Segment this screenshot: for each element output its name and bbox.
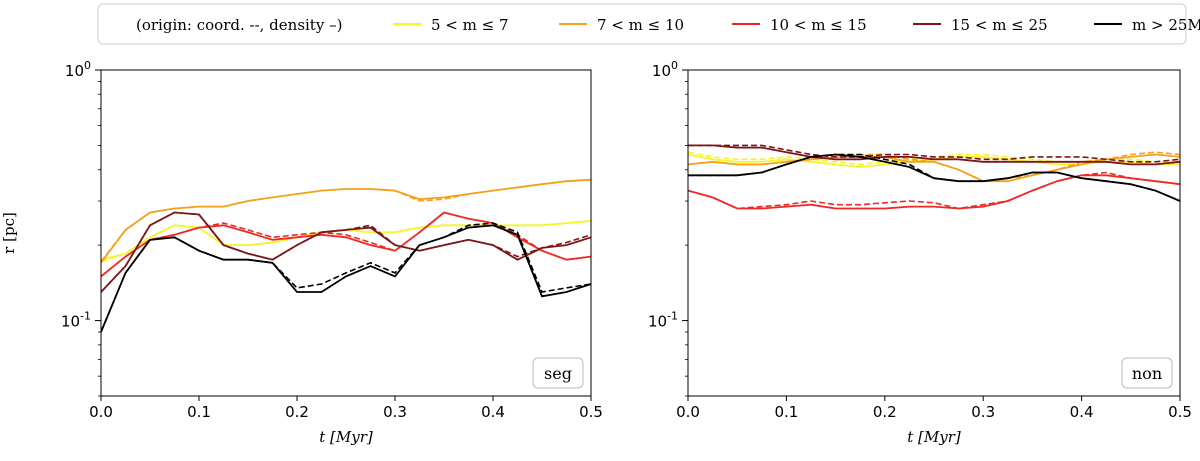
series-density-2 <box>688 174 1180 210</box>
series-density-4 <box>101 224 591 333</box>
series-density-3 <box>688 144 1180 166</box>
x-tick-label: 0.2 <box>285 403 309 421</box>
x-tick-label: 0.1 <box>187 403 211 421</box>
axes-frame <box>100 69 592 397</box>
x-tick-label: 0.2 <box>873 403 897 421</box>
series-coord-4 <box>101 222 591 333</box>
legend-label-4: m > 25M⊙ <box>1132 16 1200 34</box>
legend-origin-note: (origin: coord. --, density –) <box>136 16 342 34</box>
x-axis-label: t [Myr] <box>319 428 373 446</box>
series-group <box>688 144 1180 210</box>
legend-frame <box>97 3 1187 45</box>
series-coord-2 <box>688 171 1180 210</box>
x-axis-label: t [Myr] <box>907 428 961 446</box>
x-tick-label: 0.4 <box>1070 403 1094 421</box>
panel-tag-box <box>532 357 584 389</box>
legend-label-0: 5 < m ≤ 7 <box>431 16 509 34</box>
panel-tag: non <box>1132 364 1162 383</box>
panel-tag-box <box>1121 357 1173 389</box>
panel-non: 0.0 0.1 0.2 0.3 0.4 0.5 100 10-1 t [Myr] non <box>648 59 1192 446</box>
x-tick-label: 0.0 <box>89 403 113 421</box>
series-coord-2 <box>101 211 591 278</box>
panel-tag: seg <box>544 364 572 383</box>
series-density-3 <box>101 211 591 293</box>
legend-label-2: 10 < m ≤ 15 <box>770 16 867 34</box>
y-tick-label: 10-1 <box>61 310 91 331</box>
legend-entries: 5 < m ≤ 7 7 < m ≤ 10 10 < m ≤ 15 15 < m ≤ 2… <box>393 16 1200 34</box>
series-density-1 <box>101 178 591 264</box>
x-tick-label: 0.3 <box>971 403 995 421</box>
y-tick-label: 100 <box>65 59 91 80</box>
series-density-2 <box>101 211 591 278</box>
x-tick-label: 0.3 <box>383 403 407 421</box>
series-density-4 <box>688 153 1180 202</box>
x-tick-label: 0.5 <box>1168 403 1192 421</box>
x-tick-label: 0.4 <box>481 403 505 421</box>
legend-label-1: 7 < m ≤ 10 <box>597 16 684 34</box>
x-tick-label: 0.0 <box>676 403 700 421</box>
y-tick-label: 10-1 <box>648 310 678 331</box>
series-coord-0 <box>101 220 591 263</box>
axes-frame <box>687 69 1181 397</box>
legend-label-3: 15 < m ≤ 25 <box>951 16 1048 34</box>
x-tick-label: 0.5 <box>579 403 603 421</box>
y-axis-label: r [pc] <box>0 212 18 254</box>
series-coord-1 <box>101 178 591 263</box>
series-group <box>101 178 591 333</box>
series-density-0 <box>101 220 591 261</box>
series-coord-3 <box>688 144 1180 163</box>
x-tick-label: 0.1 <box>774 403 798 421</box>
legend: (origin: coord. --, density –) 5 < m ≤ 7… <box>97 3 1200 45</box>
y-tick-label: 100 <box>652 59 678 80</box>
panel-seg: 0.0 0.1 0.2 0.3 0.4 0.5 100 10-1 t [Myr] r [pc] se… <box>0 59 603 446</box>
